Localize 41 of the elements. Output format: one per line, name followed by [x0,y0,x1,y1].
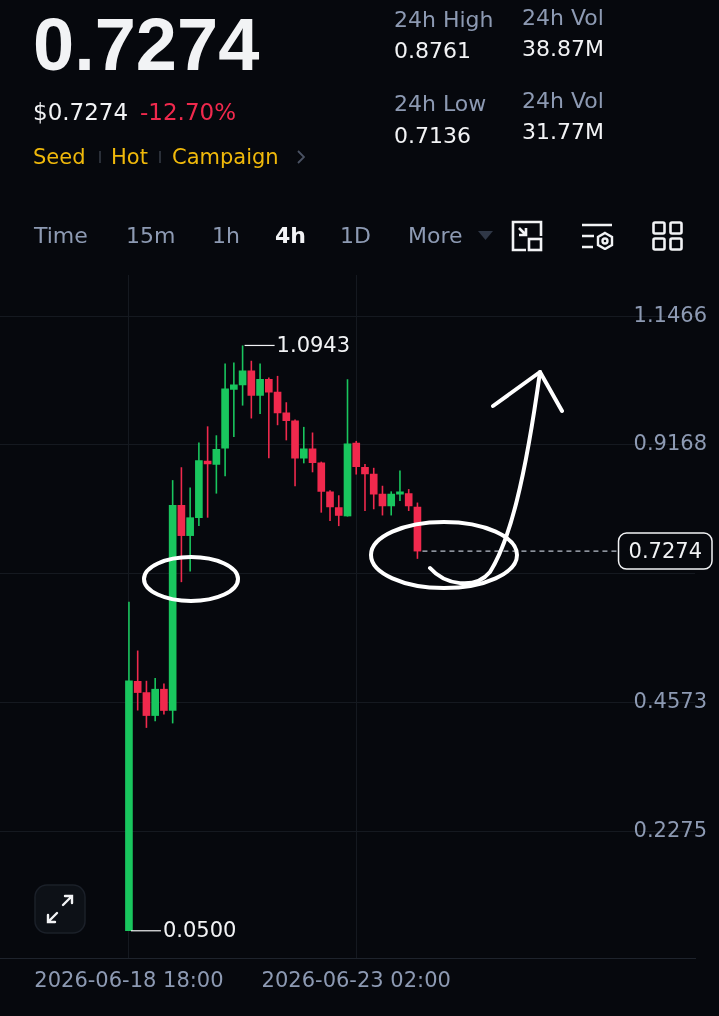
y-tick-label: 0.2275 [633,817,707,842]
candlestick [334,494,343,527]
text: 4h [275,223,306,249]
candlestick [369,467,378,511]
candlestick [264,376,273,460]
text: Time [34,223,88,249]
candlestick [361,463,369,512]
candlestick [387,490,396,517]
x-tick-label: 2026-06-18 18:00 [34,967,224,992]
text: $0.7274 [33,98,129,125]
text: More [408,223,463,249]
text: 24h Vol [522,88,604,114]
text: 24h Low [394,91,487,117]
candlestick [273,375,282,427]
text: Hot [111,144,148,169]
text: 38.87M [522,36,604,62]
text: -12.70% [140,98,236,125]
text: 15m [126,223,176,249]
candlestick [299,426,308,465]
candlestick [212,434,221,495]
y-tick-label: 0.4573 [633,688,707,713]
candlestick [160,682,168,716]
candlestick [404,488,413,512]
text: 0.7136 [394,123,471,149]
x-tick-label: 2026-06-23 02:00 [261,967,451,992]
text: 24h High [394,7,494,33]
ref-line-label: 0.7274 [628,538,702,563]
text: 1h [212,223,240,249]
text: 0.7274 [33,3,260,86]
text: Campaign [172,144,279,169]
text: Seed [33,144,86,169]
text: 24h Vol [522,5,604,31]
text: 0.8761 [394,38,471,64]
text: 31.77M [522,119,604,145]
annotation: 1.0943 [276,332,351,357]
annotation: 0.0500 [162,918,237,943]
candlestick [256,362,264,415]
y-tick-label: 0.9168 [633,431,707,456]
candlestick [326,489,334,522]
text: 1D [340,223,371,249]
y-tick-label: 1.1466 [633,302,707,327]
